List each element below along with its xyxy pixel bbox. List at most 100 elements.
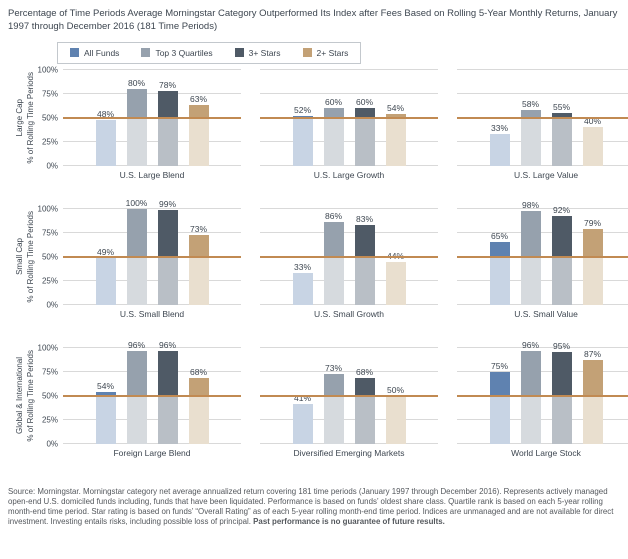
bar-segment-below-50	[354, 395, 375, 444]
bar	[126, 208, 147, 305]
bar-value-label: 41%	[293, 393, 312, 404]
bar-segment-below-50	[188, 117, 209, 166]
bar-value-label: 87%	[583, 349, 602, 360]
bar-segment-below-50	[551, 395, 572, 444]
footnote: Source: Morningstar. Morningstar categor…	[8, 487, 620, 527]
reference-line-50pct	[63, 116, 241, 119]
y-tick-label: 0%	[46, 300, 58, 310]
bar	[157, 209, 178, 305]
row-category-label: Large Cap	[15, 98, 25, 137]
plot-area: 100% 75% 50% 25% 0% 49% 100% 99% 73%	[38, 198, 241, 309]
bar	[551, 352, 572, 444]
bar-segment-below-50	[354, 256, 375, 305]
gridline	[63, 69, 241, 71]
bar-slot: 75%	[489, 348, 510, 444]
bar-segment-above-50	[188, 378, 209, 396]
bar-slot: 99%	[157, 199, 178, 305]
bar	[292, 404, 313, 444]
gridline	[63, 93, 241, 95]
bar-slot: 33%	[292, 209, 313, 305]
bar-value-label: 60%	[324, 97, 343, 107]
bar-segment-above-50	[126, 208, 147, 257]
y-tick-label: 25%	[41, 276, 58, 286]
bar	[323, 108, 344, 166]
bar-segment-below-50	[323, 256, 344, 305]
bar-segment-above-50	[126, 88, 147, 118]
bar-slot: 73%	[323, 348, 344, 444]
bar-segment-below-50	[323, 395, 344, 444]
gridline	[63, 304, 241, 306]
bar-slot: 86%	[323, 209, 344, 305]
bar-segment-above-50	[157, 209, 178, 257]
row-label-group: Large Cap% of Rolling Time Periods	[8, 70, 42, 166]
bar-chart-panel: 33% 58% 55% 40% U.S. Large Value	[457, 69, 628, 180]
bar-segment-above-50	[582, 360, 603, 396]
bar	[582, 127, 603, 166]
bar	[157, 351, 178, 444]
bar-segment-above-50	[489, 242, 510, 257]
bar	[188, 105, 209, 166]
bar-slot: 33%	[489, 70, 510, 166]
bar	[489, 371, 510, 444]
bar-segment-below-50	[188, 395, 209, 444]
bar-segment-below-50	[489, 256, 510, 305]
chart-row: Small Cap% of Rolling Time Periods 100% 75…	[8, 198, 628, 319]
bar-slot: 80%	[126, 70, 147, 166]
footnote-bold-text: Past performance is no guarantee of futu…	[253, 516, 445, 526]
y-tick-label: 75%	[41, 228, 58, 238]
gridline	[63, 141, 241, 143]
legend: All Funds Top 3 Quartiles 3+ Stars 2+ Stars	[57, 41, 362, 64]
y-tick-label: 100%	[37, 343, 58, 353]
gridline	[260, 165, 438, 167]
bar	[95, 257, 116, 305]
gridline	[457, 347, 628, 349]
plot-area: 33% 58% 55% 40%	[457, 69, 628, 167]
chart-title: Percentage of Time Periods Average Morni…	[8, 8, 618, 33]
bar-slot: 40%	[582, 70, 603, 166]
gridline	[457, 232, 628, 234]
bars-group: 41% 73% 68% 50%	[260, 348, 438, 444]
plot-area: 100% 75% 50% 25% 0% 48% 80% 78% 63%	[38, 65, 241, 170]
bar-segment-below-50	[157, 256, 178, 305]
gridline	[457, 419, 628, 421]
y-tick-label: 75%	[41, 89, 58, 99]
bar-segment-above-50	[385, 113, 406, 118]
bars-group: 33% 58% 55% 40%	[457, 70, 628, 166]
bar-value-label: 83%	[355, 213, 374, 224]
category-axis-label: U.S. Large Growth	[313, 169, 385, 180]
bars-group: 49% 100% 99% 73%	[63, 198, 241, 305]
bar	[385, 395, 406, 444]
bar-slot: 100%	[126, 198, 147, 305]
bar-segment-below-50	[520, 395, 541, 444]
bar-segment-below-50	[323, 117, 344, 166]
bar-slot: 63%	[188, 70, 209, 166]
legend-label: Top 3 Quartiles	[155, 47, 213, 58]
footnote-text: Source: Morningstar. Morningstar categor…	[8, 486, 614, 526]
legend-label: 3+ Stars	[248, 47, 281, 58]
chart-row-panels: 100% 75% 50% 25% 0% 54% 96% 96% 68% Foreign Large…	[38, 340, 628, 458]
bar-value-label: 55%	[552, 101, 571, 112]
bar-value-label: 73%	[324, 362, 343, 373]
bar	[354, 224, 375, 305]
bar-slot: 83%	[354, 209, 375, 305]
bar-segment-below-50	[95, 257, 116, 305]
bar-chart-panel: 100% 75% 50% 25% 0% 54% 96% 96% 68% Foreign Large…	[38, 340, 241, 458]
bar-slot: 96%	[520, 340, 541, 444]
reference-line-50pct	[63, 255, 241, 258]
bar-segment-above-50	[582, 228, 603, 257]
chart-grid: Large Cap% of Rolling Time Periods 100% 75…	[8, 65, 628, 458]
row-category-label: Small Cap	[15, 238, 25, 276]
bar	[582, 360, 603, 444]
bar-value-label: 68%	[355, 367, 374, 378]
legend-swatch-icon	[70, 48, 79, 58]
bar-segment-above-50	[489, 371, 510, 396]
bar-segment-above-50	[551, 352, 572, 396]
legend-label: All Funds	[84, 47, 120, 58]
legend-swatch-icon	[302, 48, 312, 58]
reference-line-50pct	[457, 255, 628, 258]
bar-value-label: 92%	[552, 205, 571, 216]
y-tick-label: 0%	[46, 161, 58, 171]
bar-value-label: 98%	[521, 199, 540, 210]
category-axis-label: U.S. Large Blend	[119, 169, 185, 180]
bar-chart-panel: 100% 75% 50% 25% 0% 49% 100% 99% 73% U.S. Small B…	[38, 198, 241, 319]
